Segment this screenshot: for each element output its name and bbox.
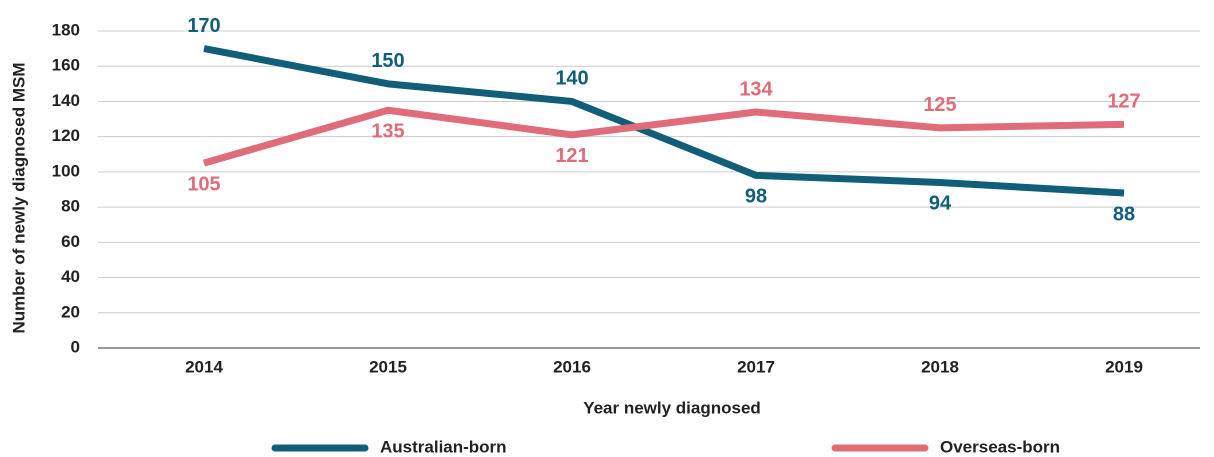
y-tick-label: 60 bbox=[61, 232, 80, 251]
series-line bbox=[203, 106, 1125, 167]
data-label: 140 bbox=[555, 68, 588, 90]
x-tick-label: 2019 bbox=[1105, 357, 1143, 376]
data-label: 150 bbox=[371, 50, 404, 72]
x-tick-label: 2014 bbox=[185, 357, 223, 376]
legend-label: Overseas-born bbox=[940, 437, 1060, 456]
data-label: 121 bbox=[555, 145, 588, 167]
data-label: 127 bbox=[1107, 91, 1140, 113]
data-label: 125 bbox=[923, 94, 956, 116]
y-tick-label: 20 bbox=[61, 302, 80, 321]
x-tick-label: 2017 bbox=[737, 357, 775, 376]
y-axis-title: Number of newly diagnosed MSM bbox=[9, 62, 28, 333]
x-tick-label: 2016 bbox=[553, 357, 591, 376]
data-label: 170 bbox=[187, 15, 220, 37]
data-label: 135 bbox=[371, 121, 404, 143]
y-tick-label: 100 bbox=[52, 161, 80, 180]
data-label: 88 bbox=[1113, 203, 1135, 225]
data-label: 134 bbox=[739, 78, 773, 100]
y-tick-label: 160 bbox=[52, 56, 80, 75]
y-tick-label: 140 bbox=[52, 91, 80, 110]
series-line bbox=[203, 45, 1125, 197]
y-tick-label: 120 bbox=[52, 126, 80, 145]
data-label: 94 bbox=[929, 193, 952, 215]
x-tick-label: 2015 bbox=[369, 357, 407, 376]
x-axis-title: Year newly diagnosed bbox=[583, 398, 761, 417]
data-label: 98 bbox=[745, 186, 767, 208]
x-tick-label: 2018 bbox=[921, 357, 959, 376]
y-tick-label: 180 bbox=[52, 20, 80, 39]
y-tick-label: 80 bbox=[61, 197, 80, 216]
y-tick-label: 0 bbox=[71, 337, 80, 356]
data-label: 105 bbox=[187, 173, 220, 195]
legend-label: Australian-born bbox=[380, 437, 507, 456]
y-tick-label: 40 bbox=[61, 267, 80, 286]
